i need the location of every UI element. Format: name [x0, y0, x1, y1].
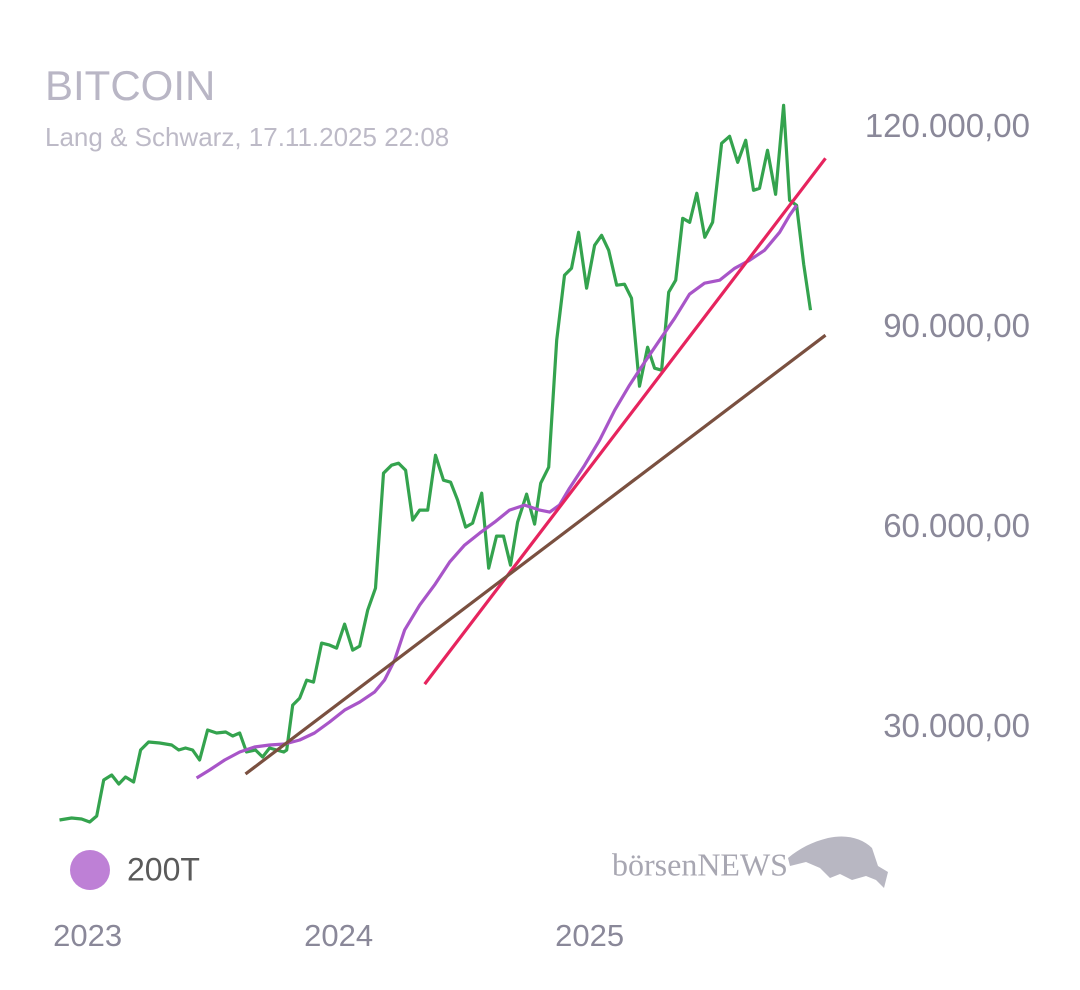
- series-line: [244, 333, 827, 776]
- legend-label: 200T: [127, 851, 200, 887]
- series-line: [59, 103, 813, 824]
- x-tick-label: 2025: [555, 918, 624, 953]
- chart-title: BITCOIN: [45, 62, 215, 109]
- y-tick-label: 30.000,00: [883, 707, 1030, 744]
- x-tick-label: 2024: [304, 918, 373, 953]
- series-line: [195, 204, 798, 780]
- series-line: [423, 157, 827, 686]
- chart-subtitle: Lang & Schwarz, 17.11.2025 22:08: [45, 122, 449, 152]
- legend-swatch: [70, 850, 110, 890]
- logo-text: börsenNEWS: [612, 846, 788, 882]
- y-tick-label: 90.000,00: [883, 307, 1030, 344]
- x-tick-label: 2023: [53, 918, 122, 953]
- logo-bull: [788, 836, 888, 888]
- y-tick-label: 60.000,00: [883, 507, 1030, 544]
- y-tick-label: 120.000,00: [865, 107, 1030, 144]
